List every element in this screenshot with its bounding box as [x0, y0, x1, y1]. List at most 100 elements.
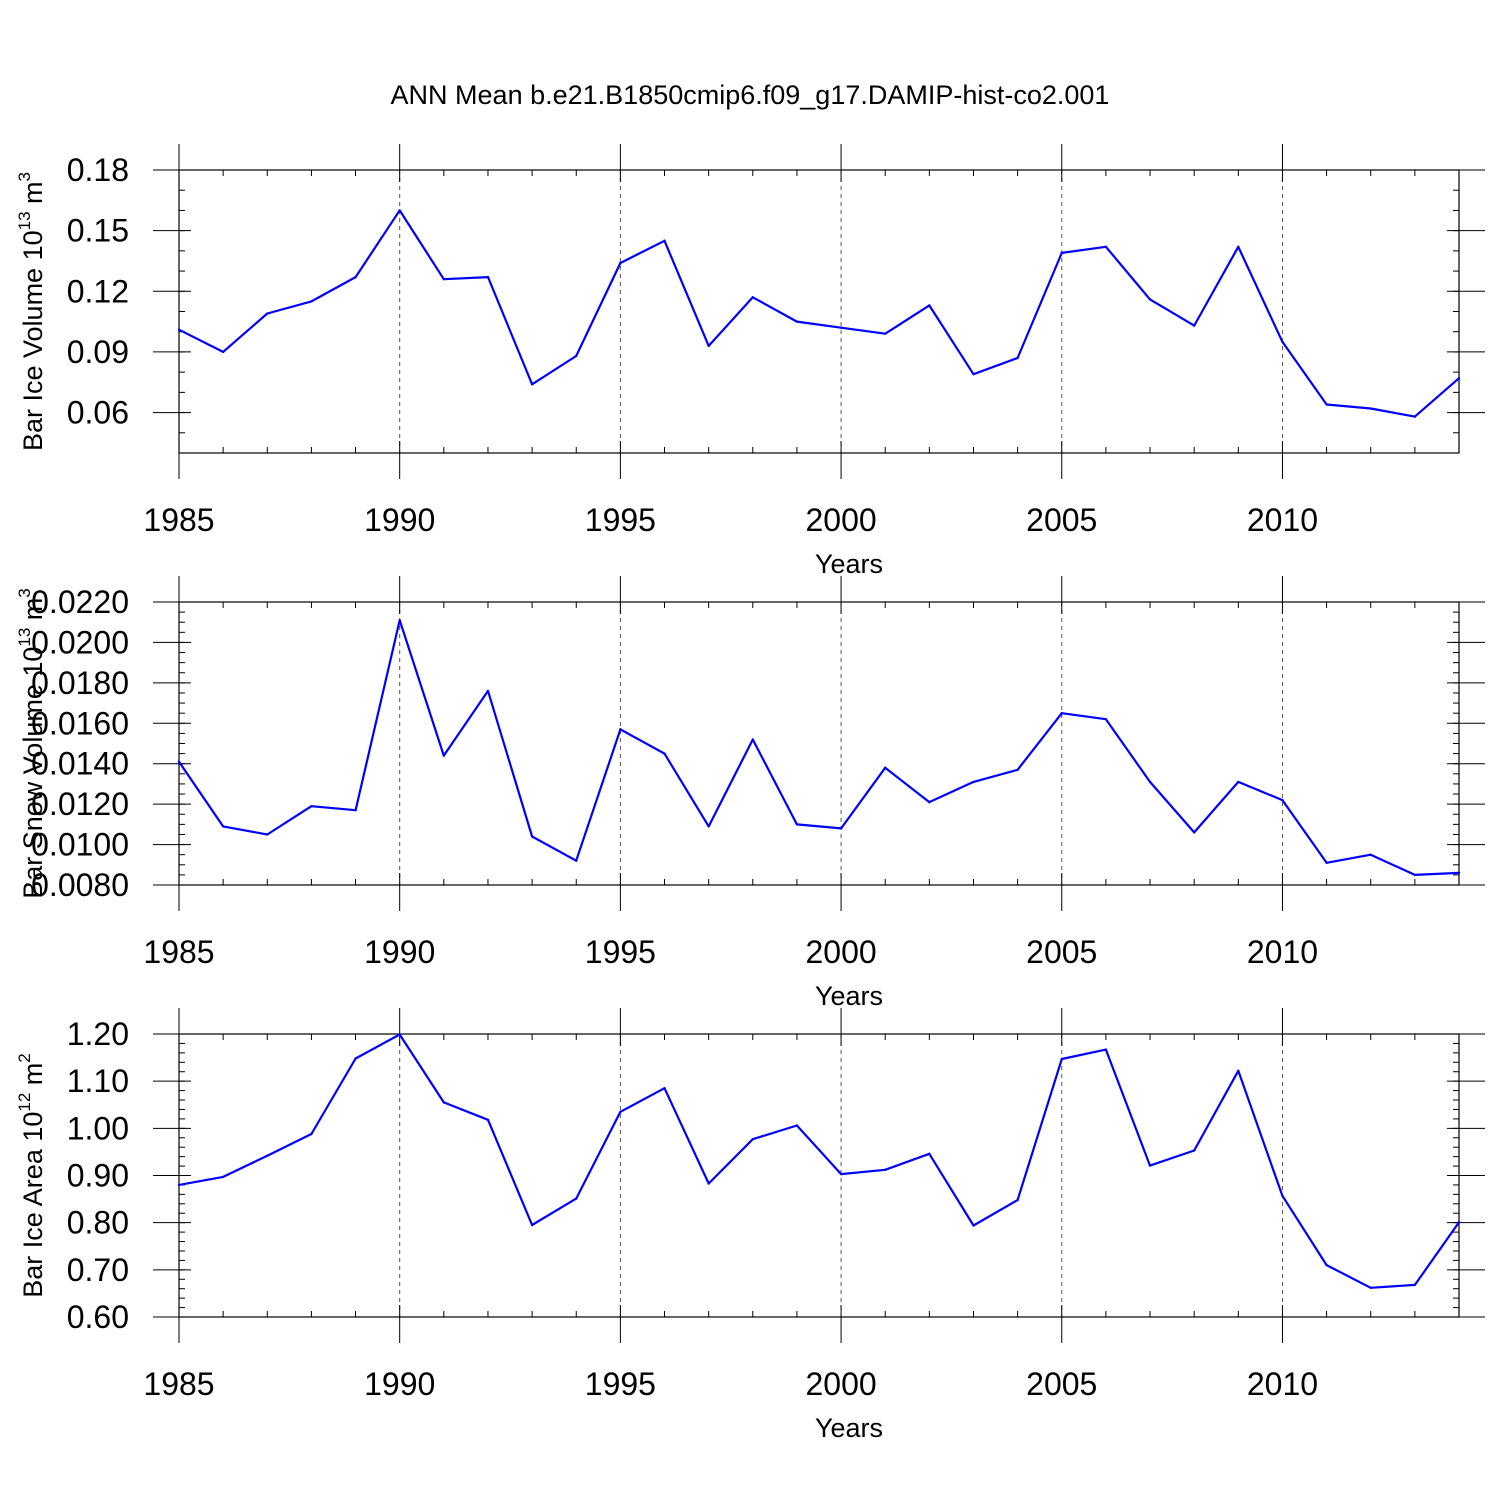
data-point: [266, 833, 269, 836]
y-tick-label: 0.90: [67, 1158, 129, 1194]
y-tick-label: 0.0140: [31, 746, 129, 782]
data-point: [884, 332, 887, 335]
y-tick-label: 0.18: [67, 152, 129, 188]
data-point: [310, 1132, 313, 1136]
panel-3: 1985 1990 1995 2000 2005 2010 Years 0.60 0.70 0.8…: [15, 1008, 1485, 1443]
y-label-text: Bar Snow Volume 10: [18, 647, 48, 899]
data-point: [884, 1168, 887, 1172]
x-tick-label: 1995: [585, 1366, 656, 1402]
data-point: [1457, 377, 1461, 380]
data-point: [354, 1057, 357, 1060]
data-point: [530, 835, 534, 838]
data-point: [795, 320, 799, 323]
x-tick-label: 1995: [585, 934, 656, 970]
data-point: [1192, 324, 1196, 327]
data-point: [1325, 1263, 1328, 1267]
data-point: [1369, 853, 1372, 856]
data-point: [1413, 415, 1417, 418]
data-point: [1192, 1149, 1196, 1152]
data-point: [1016, 768, 1019, 771]
y-tick-label: 0.12: [67, 273, 129, 309]
data-point: [1237, 245, 1240, 249]
y-label-unit: m: [18, 1063, 48, 1093]
data-point: [707, 1182, 710, 1185]
data-point: [1148, 298, 1152, 301]
data-point: [751, 1137, 754, 1141]
x-axis-label: Years: [815, 549, 883, 579]
x-tick-label: 2010: [1247, 1366, 1318, 1402]
data-point: [751, 738, 754, 741]
data-point: [266, 1154, 269, 1157]
data-point: [1192, 831, 1196, 834]
x-tick-label: 1985: [143, 934, 214, 970]
series-line: [178, 619, 1460, 877]
data-point: [1325, 861, 1328, 864]
data-point: [1369, 1286, 1372, 1289]
y-label-unit-exponent: 3: [15, 588, 34, 597]
data-point: [1016, 1198, 1019, 1202]
y-tick-label: 0.06: [67, 395, 129, 431]
data-point: [1016, 356, 1019, 360]
data-point: [663, 239, 666, 242]
data-point: [1281, 340, 1284, 344]
y-tick-label: 0.0100: [31, 827, 129, 863]
data-point: [530, 383, 534, 386]
data-point: [1413, 1283, 1417, 1287]
y-label-unit-exponent: 3: [15, 172, 34, 181]
data-point: [1413, 873, 1417, 877]
data-point: [839, 1172, 843, 1176]
data-point: [1104, 1048, 1108, 1051]
data-point: [1104, 718, 1108, 721]
data-point: [1060, 1057, 1063, 1061]
data-point: [486, 689, 490, 693]
data-point: [221, 825, 225, 828]
data-point: [751, 296, 754, 299]
x-tick-label: 1985: [143, 502, 214, 538]
data-point: [221, 350, 225, 354]
y-label-exponent: 13: [15, 628, 34, 647]
x-tick-label: 1990: [364, 1366, 435, 1402]
data-point: [928, 1152, 931, 1156]
data-point: [663, 1087, 666, 1090]
data-point: [486, 1118, 490, 1122]
data-point: [354, 809, 357, 812]
data-point: [972, 780, 975, 784]
series-line: [178, 1033, 1460, 1289]
data-point: [839, 326, 843, 329]
figure-title: ANN Mean b.e21.B1850cmip6.f09_g17.DAMIP-…: [390, 80, 1110, 110]
y-tick-label: 1.00: [67, 1110, 129, 1146]
data-point: [795, 1124, 799, 1127]
y-label-exponent: 12: [15, 1093, 34, 1112]
x-tick-label: 1985: [143, 1366, 214, 1402]
x-tick-label: 2000: [805, 934, 876, 970]
y-tick-label: 0.0080: [31, 867, 129, 903]
y-label-unit-exponent: 2: [15, 1053, 34, 1062]
data-point: [1325, 403, 1328, 406]
data-point: [619, 728, 622, 731]
y-tick-label: 0.0220: [31, 584, 129, 620]
data-point: [266, 312, 269, 315]
data-point: [221, 1175, 225, 1179]
data-point: [884, 766, 887, 769]
y-label-unit: m: [18, 598, 48, 628]
data-point: [398, 209, 401, 212]
data-point: [177, 760, 181, 763]
data-point: [1148, 1164, 1152, 1167]
panel-2: 1985 1990 1995 2000 2005 2010 Years 0.0080 0.010…: [15, 576, 1485, 1011]
data-point: [177, 328, 181, 331]
y-tick-label: 1.20: [67, 1016, 129, 1052]
data-point: [575, 1197, 578, 1200]
y-axis-label: Bar Ice Volume 1013 m3: [15, 172, 48, 451]
data-point: [707, 344, 710, 348]
y-tick-label: 1.10: [67, 1063, 129, 1099]
panel-1: 1985 1990 1995 2000 2005 2010 Years 0.06 0.09 0.1…: [15, 144, 1485, 579]
data-point: [619, 1110, 622, 1114]
y-label-exponent: 13: [15, 211, 34, 230]
data-point: [177, 1183, 181, 1187]
data-point: [575, 354, 578, 358]
y-tick-label: 0.80: [67, 1205, 129, 1241]
plot-frame: [178, 169, 1460, 454]
data-point: [1281, 1194, 1284, 1197]
data-point: [354, 275, 357, 279]
data-point: [575, 859, 578, 862]
